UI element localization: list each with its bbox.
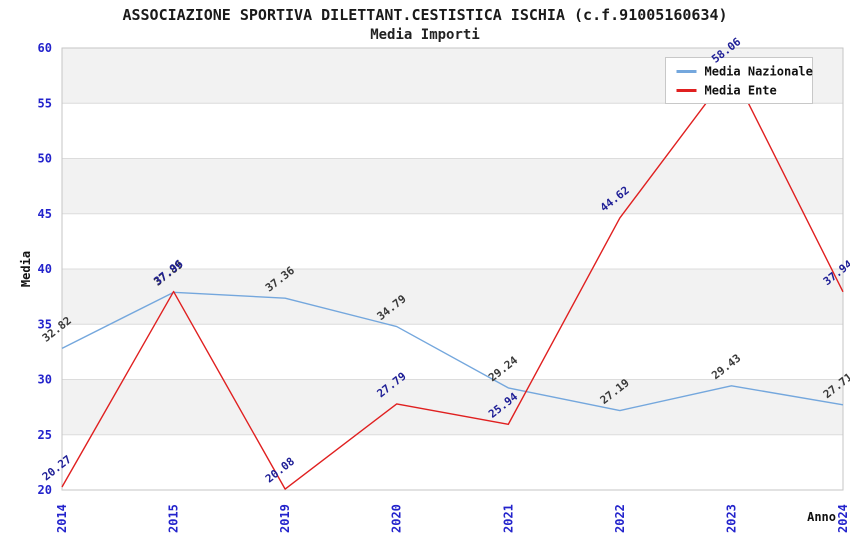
plot-border — [61, 47, 844, 491]
chart-subtitle: Media Importi — [370, 27, 480, 43]
x-tick-label: 2023 — [724, 504, 738, 533]
y-tick-label: 50 — [38, 152, 52, 166]
x-tick-label: 2022 — [613, 504, 627, 533]
x-tick-label: 2014 — [55, 504, 69, 533]
legend-label: Media Nazionale — [705, 65, 813, 79]
y-tick-label: 45 — [38, 207, 52, 221]
x-tick-label: 2019 — [278, 504, 292, 533]
plot-band — [62, 158, 843, 214]
y-tick-label: 20 — [38, 483, 52, 497]
y-tick-label: 25 — [38, 428, 52, 442]
y-tick-label: 60 — [38, 41, 52, 55]
legend-box — [665, 57, 813, 104]
x-tick-label: 2015 — [167, 504, 181, 533]
x-tick-label: 2024 — [836, 504, 850, 533]
x-tick-label: 2021 — [501, 504, 515, 533]
legend-label: Media Ente — [705, 84, 777, 98]
y-tick-label: 40 — [38, 262, 52, 276]
plot-band — [62, 379, 843, 435]
series-line-media-nazionale — [61, 291, 844, 412]
data-label: 29.43 — [709, 352, 743, 383]
y-tick-label: 30 — [38, 373, 52, 387]
x-axis-title: Anno — [807, 510, 836, 524]
x-tick-label: 2020 — [390, 504, 404, 533]
data-label: 20.27 — [40, 453, 74, 484]
y-tick-label: 55 — [38, 96, 52, 110]
y-tick-label: 35 — [38, 317, 52, 331]
chart-title: ASSOCIAZIONE SPORTIVA DILETTANT.CESTISTI… — [122, 6, 728, 24]
plot-band — [62, 269, 843, 325]
y-axis-title: Media — [19, 251, 33, 287]
